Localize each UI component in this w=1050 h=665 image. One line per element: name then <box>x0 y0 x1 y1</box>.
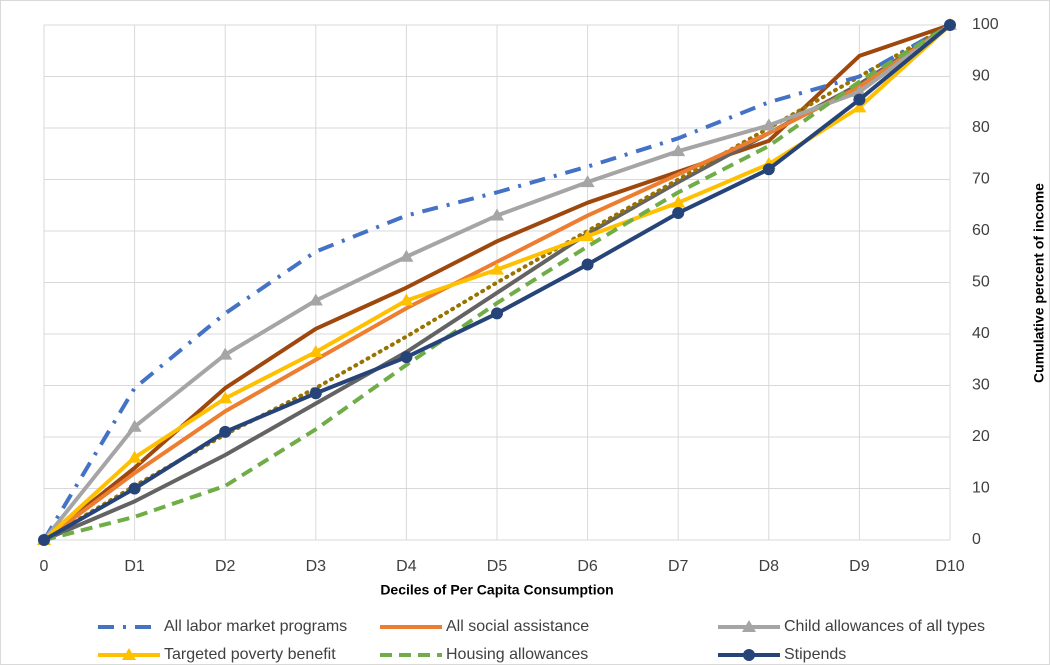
x-tick-label: 0 <box>40 558 49 575</box>
y-tick-label: 60 <box>972 222 990 239</box>
marker <box>490 262 504 275</box>
marker <box>399 293 414 306</box>
marker <box>944 19 956 31</box>
marker <box>580 175 595 188</box>
marker <box>671 144 686 157</box>
y-tick-label: 20 <box>972 428 990 445</box>
marker <box>581 258 594 271</box>
marker <box>38 534 50 546</box>
marker <box>491 307 503 320</box>
legend-label: Housing allowances <box>446 646 588 663</box>
marker <box>308 345 323 358</box>
y-axis-title: Cumulative percent of income <box>1031 183 1047 383</box>
x-tick-label: D3 <box>306 558 327 575</box>
x-tick-label: D4 <box>396 558 417 575</box>
x-tick-label: D7 <box>668 558 689 575</box>
marker <box>127 450 142 463</box>
legend-label: All labor market programs <box>164 618 347 635</box>
marker <box>218 391 233 404</box>
marker <box>853 93 866 106</box>
legend-label: All social assistance <box>446 618 589 635</box>
marker <box>761 118 776 131</box>
marker <box>743 649 755 661</box>
marker <box>671 195 686 208</box>
y-tick-label: 10 <box>972 480 990 497</box>
series-line <box>42 23 952 542</box>
legend-item: Child allowances of all types <box>718 618 985 635</box>
x-tick-label: D1 <box>124 558 145 575</box>
marker <box>399 249 414 262</box>
marker <box>309 387 322 400</box>
y-tick-label: 50 <box>972 274 990 291</box>
legend-item: Housing allowances <box>380 646 588 663</box>
y-tick-label: 0 <box>972 531 981 548</box>
marker <box>128 482 141 495</box>
marker <box>762 163 775 176</box>
marker <box>852 100 867 113</box>
x-tick-label: D8 <box>759 558 780 575</box>
legend-item: All social assistance <box>380 618 589 635</box>
marker <box>122 648 136 660</box>
y-tick-label: 30 <box>972 377 990 394</box>
y-tick-label: 80 <box>972 119 990 136</box>
y-tick-label: 100 <box>972 16 999 33</box>
legend-label: Child allowances of all types <box>784 618 985 635</box>
x-tick-label: D10 <box>935 558 964 575</box>
legend-label: Stipends <box>784 646 846 663</box>
legend-item: All labor market programs <box>98 618 347 635</box>
marker <box>490 208 504 221</box>
x-tick-label: D9 <box>849 558 870 575</box>
series-line <box>42 23 951 542</box>
marker <box>672 206 685 219</box>
y-tick-label: 90 <box>972 68 990 85</box>
marker <box>308 293 323 306</box>
marker <box>852 84 867 97</box>
marker <box>580 229 595 242</box>
y-tick-label: 40 <box>972 325 990 342</box>
marker <box>400 351 413 364</box>
legend-item: Stipends <box>718 646 846 663</box>
x-axis-title: Deciles of Per Capita Consumption <box>380 582 613 598</box>
x-tick-label: D2 <box>215 558 236 575</box>
legend-item: Targeted poverty benefit <box>98 646 336 663</box>
marker <box>218 347 233 360</box>
marker <box>742 620 756 632</box>
x-tick-label: D6 <box>577 558 598 575</box>
x-tick-label: D5 <box>487 558 508 575</box>
series-line <box>43 23 952 542</box>
legend-label: Targeted poverty benefit <box>164 646 336 663</box>
y-tick-label: 70 <box>972 171 990 188</box>
marker <box>127 419 142 432</box>
marker <box>219 425 232 438</box>
